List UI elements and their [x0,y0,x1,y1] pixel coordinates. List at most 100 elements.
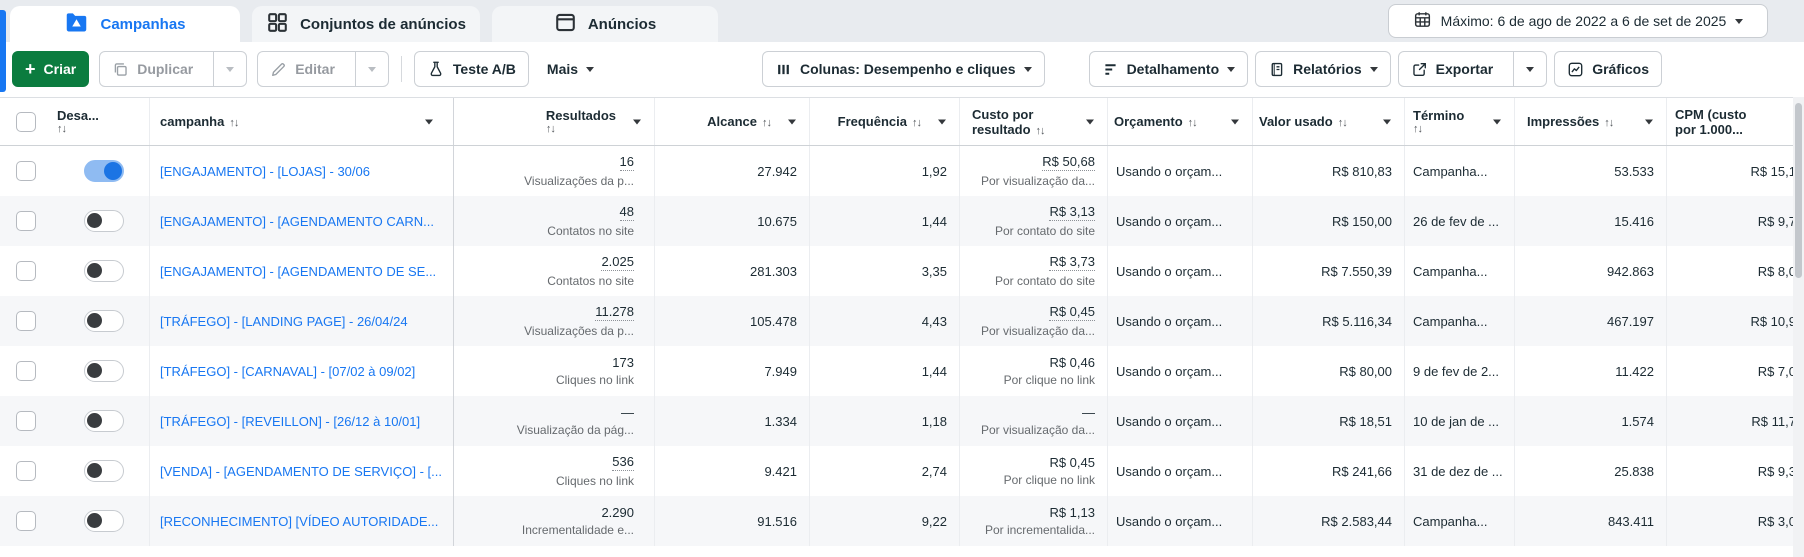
reports-button[interactable]: Relatórios [1255,51,1391,87]
pencil-icon [272,62,286,76]
status-toggle[interactable] [84,310,124,332]
status-toggle[interactable] [84,260,124,282]
column-header-end-date[interactable]: Término ↑↓ [1405,98,1515,145]
column-header-budget[interactable]: Orçamento ↑↓ [1108,98,1253,145]
reach-value: 281.303 [750,263,797,279]
create-button[interactable]: + Criar [12,51,90,87]
column-header-reach[interactable]: Alcance ↑↓ [655,98,810,145]
scrollbar-thumb[interactable] [1795,103,1802,278]
cpm-header-line2: por 1.000... [1675,121,1743,137]
column-header-status[interactable]: Desa... ↑↓ [52,98,150,145]
results-value: 173 [612,355,634,370]
filter-caret-icon[interactable] [1383,119,1391,124]
campaign-name-link[interactable]: [RECONHECIMENTO] [VÍDEO AUTORIDADE... [160,513,439,529]
row-frequency-cell: 1,44 [810,196,960,246]
cost-type-label: Por visualização da... [980,423,1095,437]
column-header-frequency[interactable]: Frequência ↑↓ [810,98,960,145]
column-header-impressions[interactable]: Impressões ↑↓ [1515,98,1667,145]
filter-caret-icon[interactable] [425,119,433,124]
row-frequency-cell: 1,18 [810,396,960,446]
filter-caret-icon[interactable] [788,119,796,124]
table-header-row: Desa... ↑↓ campanha ↑↓ Resultados ↑↓ Alca… [0,97,1804,146]
column-header-amount-spent[interactable]: Valor usado ↑↓ [1253,98,1405,145]
filter-caret-icon[interactable] [938,119,946,124]
toolbar: + Criar Duplicar Editar Teste [0,42,1804,97]
filter-caret-icon[interactable] [1086,119,1094,124]
campaign-name-link[interactable]: [TRÁFEGO] - [LANDING PAGE] - 26/04/24 [160,313,408,329]
campaign-name-link[interactable]: [TRÁFEGO] - [REVEILLON] - [26/12 à 10/01… [160,413,421,429]
more-button[interactable]: Mais [538,51,603,87]
tab-adsets[interactable]: Conjuntos de anúncios [252,6,480,42]
status-toggle[interactable] [84,360,124,382]
charts-button[interactable]: Gráficos [1554,51,1662,87]
adsets-grid-icon [266,11,289,38]
sort-icon: ↑↓ [1035,124,1046,137]
toggle-knob [87,213,102,228]
column-header-cost-per-result[interactable]: Custo por resultado ↑↓ [960,98,1108,145]
status-toggle[interactable] [84,510,124,532]
edit-dropdown[interactable] [354,52,388,86]
row-checkbox[interactable] [16,511,36,531]
row-frequency-cell: 4,43 [810,296,960,346]
columns-button[interactable]: Colunas: Desempenho e cliques [762,51,1045,87]
export-dropdown[interactable] [1513,52,1546,86]
frequency-value: 3,35 [921,263,947,279]
chevron-down-icon [367,66,376,72]
end-value: Campanha... [1413,263,1488,279]
breakdown-button[interactable]: Detalhamento [1088,51,1249,87]
cost-header-line2: resultado [972,121,1031,137]
filter-caret-icon[interactable] [1231,119,1239,124]
campaign-name-link[interactable]: [ENGAJAMENTO] - [AGENDAMENTO CARN... [160,213,434,229]
ab-test-button[interactable]: Teste A/B [413,51,529,87]
status-toggle[interactable] [84,210,124,232]
frequency-value: 1,92 [921,163,947,179]
column-header-campaign[interactable]: campanha ↑↓ [150,98,454,145]
impressions-value: 25.838 [1614,463,1654,479]
edit-button[interactable]: Editar [258,52,347,86]
row-frequency-cell: 3,35 [810,246,960,296]
row-frequency-cell: 1,92 [810,146,960,196]
status-toggle[interactable] [84,410,124,432]
cpm-value: R$ 9,7 [1757,213,1796,229]
duplicate-dropdown[interactable] [213,52,246,86]
cost-type-label: Por visualização da... [980,324,1095,338]
row-results-cell: 2.025 Contatos no site [454,246,655,296]
column-header-cpm[interactable]: CPM (custo por 1.000... [1667,98,1804,145]
toggle-knob [104,162,122,180]
row-checkbox[interactable] [16,211,36,231]
row-checkbox[interactable] [16,261,36,281]
status-toggle[interactable] [84,460,124,482]
budget-value: Usando o orçam... [1116,313,1223,329]
chevron-down-icon [226,66,235,72]
export-button[interactable]: Exportar [1399,52,1506,86]
date-range-button[interactable]: Máximo: 6 de ago de 2022 a 6 de set de 2… [1388,4,1768,38]
campaign-name-link[interactable]: [VENDA] - [AGENDAMENTO DE SERVIÇO] - [..… [160,463,442,479]
results-value: 2.025 [601,254,634,271]
row-checkbox[interactable] [16,161,36,181]
select-all-checkbox[interactable] [16,111,36,132]
status-toggle[interactable] [84,160,124,182]
filter-caret-icon[interactable] [633,119,641,124]
row-checkbox[interactable] [16,461,36,481]
frequency-value: 1,44 [921,213,947,229]
row-checkbox[interactable] [16,411,36,431]
table-row: [TRÁFEGO] - [REVEILLON] - [26/12 à 10/01… [0,396,1804,446]
row-budget-cell: Usando o orçam... [1108,146,1253,196]
filter-caret-icon[interactable] [1493,119,1501,124]
column-header-results[interactable]: Resultados ↑↓ [454,98,655,145]
campaign-name-link[interactable]: [ENGAJAMENTO] - [LOJAS] - 30/06 [160,163,370,179]
campaign-name-link[interactable]: [ENGAJAMENTO] - [AGENDAMENTO DE SE... [160,263,437,279]
tab-ads[interactable]: Anúncios [492,6,718,42]
chevron-down-icon [1023,66,1032,72]
campaign-name-link[interactable]: [TRÁFEGO] - [CARNAVAL] - [07/02 à 09/02] [160,363,416,379]
row-checkbox[interactable] [16,361,36,381]
vertical-scrollbar[interactable] [1793,97,1804,557]
row-checkbox[interactable] [16,311,36,331]
cost-value: — [1082,405,1095,420]
spent-header-label: Valor usado [1259,114,1333,129]
filter-caret-icon[interactable] [1645,119,1653,124]
report-icon [1271,62,1283,76]
row-status-cell [52,246,150,296]
duplicate-button[interactable]: Duplicar [100,52,205,86]
tab-campaigns[interactable]: Campanhas [10,6,240,42]
